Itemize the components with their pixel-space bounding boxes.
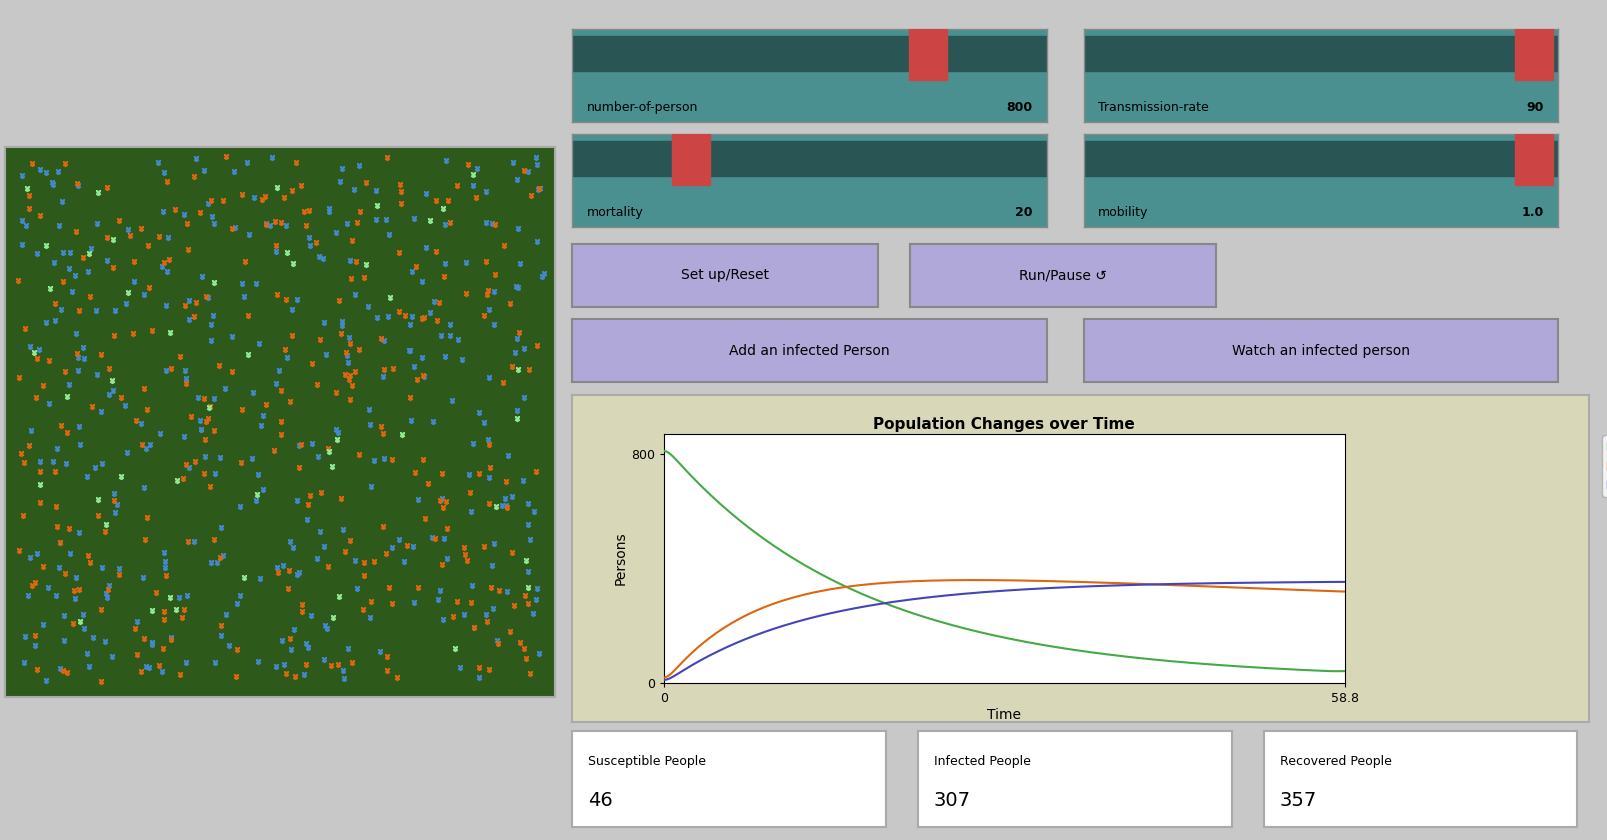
Text: Set up/Reset: Set up/Reset xyxy=(681,268,768,282)
Legend: Susceptible, Infected, Recovered: Susceptible, Infected, Recovered xyxy=(1601,435,1607,497)
Text: Recovered People: Recovered People xyxy=(1279,755,1390,768)
Bar xyxy=(672,132,710,185)
Text: 90: 90 xyxy=(1525,102,1543,114)
Text: Run/Pause ↺: Run/Pause ↺ xyxy=(1019,268,1106,282)
Bar xyxy=(572,141,1046,176)
Text: number-of-person: number-of-person xyxy=(587,102,697,114)
Bar xyxy=(1083,141,1557,176)
Bar xyxy=(1083,36,1557,71)
Text: Watch an infected person: Watch an infected person xyxy=(1231,344,1409,358)
Text: 46: 46 xyxy=(588,790,612,810)
Text: mobility: mobility xyxy=(1098,207,1147,219)
Bar xyxy=(908,27,947,80)
Text: Susceptible People: Susceptible People xyxy=(588,755,705,768)
Text: 307: 307 xyxy=(934,790,971,810)
X-axis label: Time: Time xyxy=(987,708,1020,722)
Y-axis label: Persons: Persons xyxy=(614,532,628,585)
Text: mortality: mortality xyxy=(587,207,643,219)
Text: Add an infected Person: Add an infected Person xyxy=(730,344,889,358)
Text: 800: 800 xyxy=(1006,102,1032,114)
Bar xyxy=(1514,132,1552,185)
Bar xyxy=(572,36,1046,71)
Text: 20: 20 xyxy=(1014,207,1032,219)
Text: Infected People: Infected People xyxy=(934,755,1030,768)
Title: Population Changes over Time: Population Changes over Time xyxy=(873,417,1135,432)
Text: 1.0: 1.0 xyxy=(1520,207,1543,219)
Bar xyxy=(1514,27,1552,80)
Text: 357: 357 xyxy=(1279,790,1316,810)
Text: Transmission-rate: Transmission-rate xyxy=(1098,102,1208,114)
